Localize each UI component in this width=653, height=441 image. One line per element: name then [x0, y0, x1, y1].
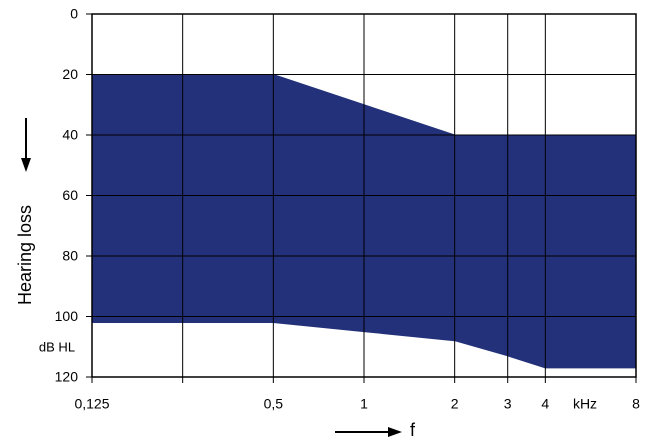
x-tick-label: 4: [541, 396, 549, 412]
x-arrow-head: [388, 427, 402, 437]
y-tick-label: 100: [55, 308, 79, 324]
x-tick-label: 3: [504, 396, 512, 412]
x-axis-label: f: [410, 420, 416, 440]
y-arrow-head: [21, 158, 31, 172]
y-tick-label: 60: [62, 187, 78, 203]
y-tick-label: 80: [62, 248, 78, 264]
y-unit: dB HL: [39, 339, 75, 354]
x-unit: kHz: [573, 396, 597, 412]
x-tick-label: 0,5: [264, 396, 284, 412]
x-tick-label: 0,125: [74, 396, 109, 412]
x-tick-label: 1: [360, 396, 368, 412]
y-axis-label: Hearing loss: [15, 205, 35, 305]
plot-frame: [91, 13, 637, 378]
y-tick-label: 20: [62, 66, 78, 82]
x-tick-label: 8: [632, 396, 640, 412]
y-tick-label: 0: [70, 6, 78, 22]
x-tick-label: 2: [451, 396, 459, 412]
y-tick-label: 120: [55, 369, 79, 385]
y-tick-label: 40: [62, 127, 78, 143]
